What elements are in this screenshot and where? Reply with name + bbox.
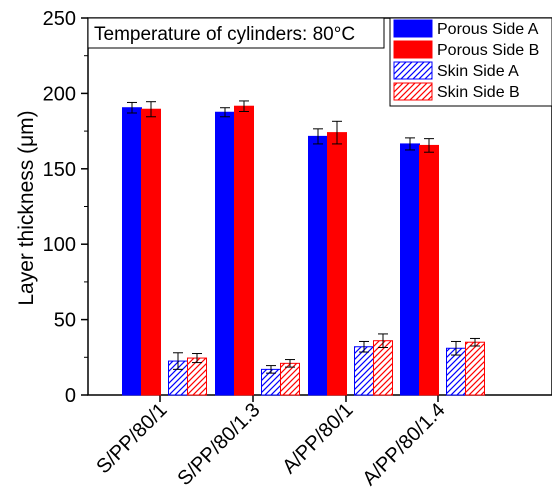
bar-skin-side-a-2	[354, 346, 374, 396]
x-tick-label: S/PP/80/1	[92, 399, 171, 478]
y-tick-label: 150	[43, 159, 76, 181]
legend-label-porous-side-b: Porous Side B	[437, 42, 539, 59]
bar-porous-side-a-3	[400, 143, 420, 396]
y-tick-label: 100	[43, 234, 76, 256]
bar-porous-side-a-0	[122, 107, 142, 396]
error-bars	[127, 100, 480, 374]
y-tick-label: 50	[54, 310, 76, 332]
legend-label-skin-side-b: Skin Side B	[437, 84, 520, 101]
x-tick-label: A/PP/80/1.4	[358, 399, 449, 490]
x-tick-label: A/PP/80/1	[278, 399, 357, 478]
y-axis: 0 50 100 150 200 250	[43, 8, 88, 407]
bar-skin-side-b-2	[373, 340, 393, 396]
bar-porous-side-a-2	[308, 135, 328, 396]
x-axis: S/PP/80/1 S/PP/80/1.3 A/PP/80/1 A/PP/80/1.4	[92, 395, 450, 490]
bars	[122, 105, 485, 396]
bar-porous-side-b-3	[419, 144, 439, 396]
bar-skin-side-b-3	[465, 341, 485, 396]
bar-skin-side-b-0	[187, 357, 207, 396]
legend-label-skin-side-a: Skin Side A	[437, 63, 519, 80]
y-tick-label: 250	[43, 8, 76, 30]
legend-swatch-skin-side-b	[393, 82, 433, 101]
bar-porous-side-b-1	[234, 105, 254, 396]
annotation-text: Temperature of cylinders: 80°C	[94, 24, 355, 45]
legend-swatch-porous-side-b	[393, 40, 433, 59]
legend-swatch-skin-side-a	[393, 61, 433, 80]
y-tick-label: 0	[65, 385, 76, 407]
legend-swatch-porous-side-a	[393, 19, 433, 38]
bar-porous-side-b-0	[141, 108, 161, 396]
y-axis-label: Layer thickness (μm)	[15, 110, 38, 305]
x-tick-label: S/PP/80/1.3	[173, 399, 264, 490]
annotation-box: Temperature of cylinders: 80°C	[87, 17, 385, 49]
legend-label-porous-side-a: Porous Side A	[437, 21, 539, 38]
y-tick-label: 200	[43, 83, 76, 105]
bar-porous-side-a-1	[215, 111, 235, 396]
legend: Porous Side A Porous Side B Skin Side A Ski…	[389, 17, 552, 107]
bar-porous-side-b-2	[327, 132, 347, 396]
bar-skin-side-b-1	[280, 362, 300, 396]
